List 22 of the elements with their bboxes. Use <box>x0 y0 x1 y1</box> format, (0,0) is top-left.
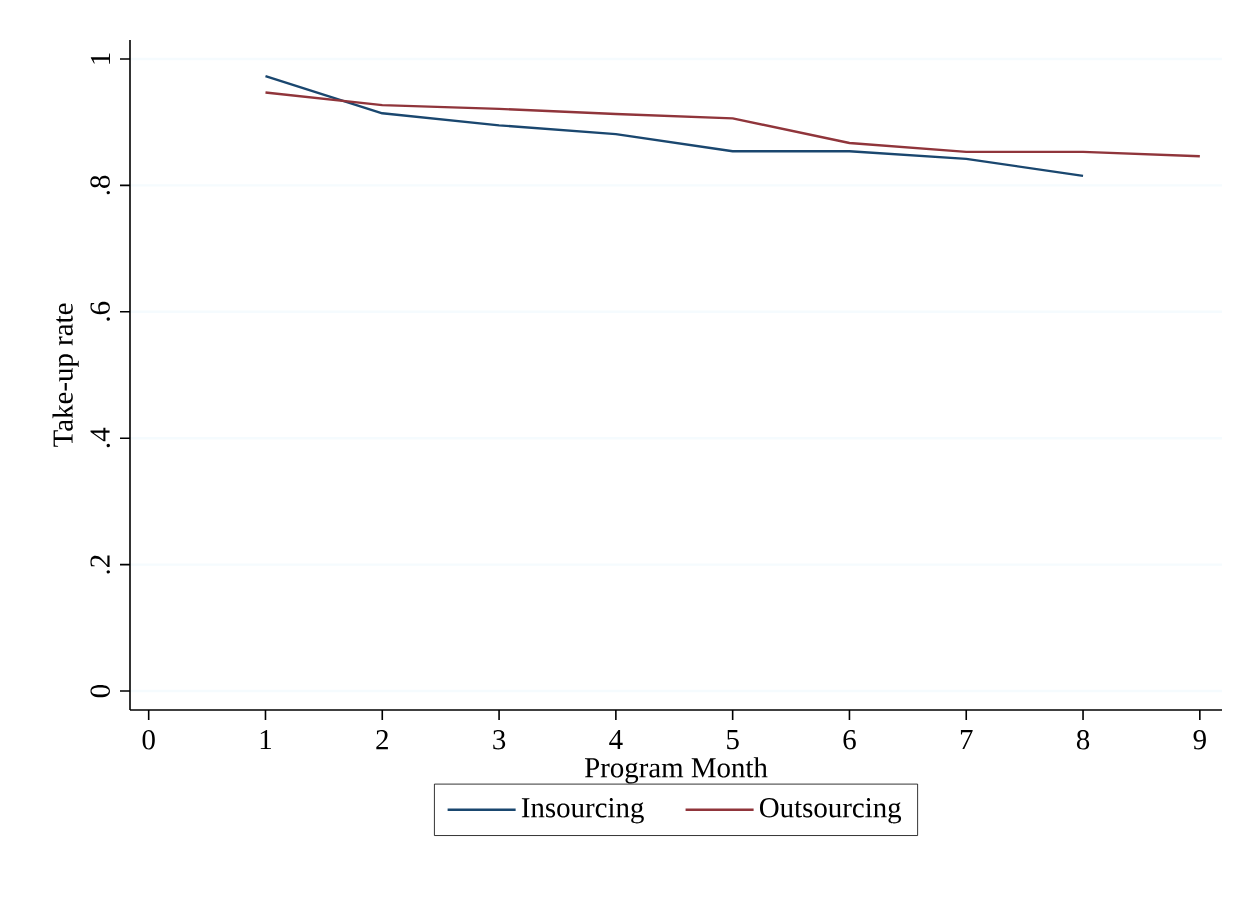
y-tick-label: .8 <box>90 175 110 195</box>
x-tick-label: 5 <box>727 730 739 750</box>
x-tick-label: 1 <box>260 730 271 750</box>
x-tick-label: 0 <box>142 730 155 750</box>
x-tick-label: 6 <box>843 730 856 750</box>
x-tick-label: 2 <box>376 730 388 750</box>
x-tick-label: 3 <box>493 730 506 750</box>
y-tick-label: .6 <box>90 301 110 321</box>
x-axis-title: Program Month <box>584 757 768 784</box>
line-series <box>264 74 1085 178</box>
line-series <box>264 91 1202 158</box>
x-tick-label: 4 <box>609 730 623 750</box>
y-tick-label: .4 <box>90 427 110 448</box>
legend-label: Insourcing <box>521 798 644 824</box>
y-tick-label: 0 <box>90 684 110 698</box>
x-tick-label: 8 <box>1076 730 1090 750</box>
y-axis-title: Take-up rate <box>52 303 79 447</box>
x-tick-label: 9 <box>1193 730 1206 750</box>
x-tick-label: 7 <box>960 730 973 749</box>
y-tick-label: 1 <box>90 53 110 64</box>
y-tick-label: .2 <box>90 555 110 574</box>
legend-label: Outsourcing <box>759 798 902 824</box>
